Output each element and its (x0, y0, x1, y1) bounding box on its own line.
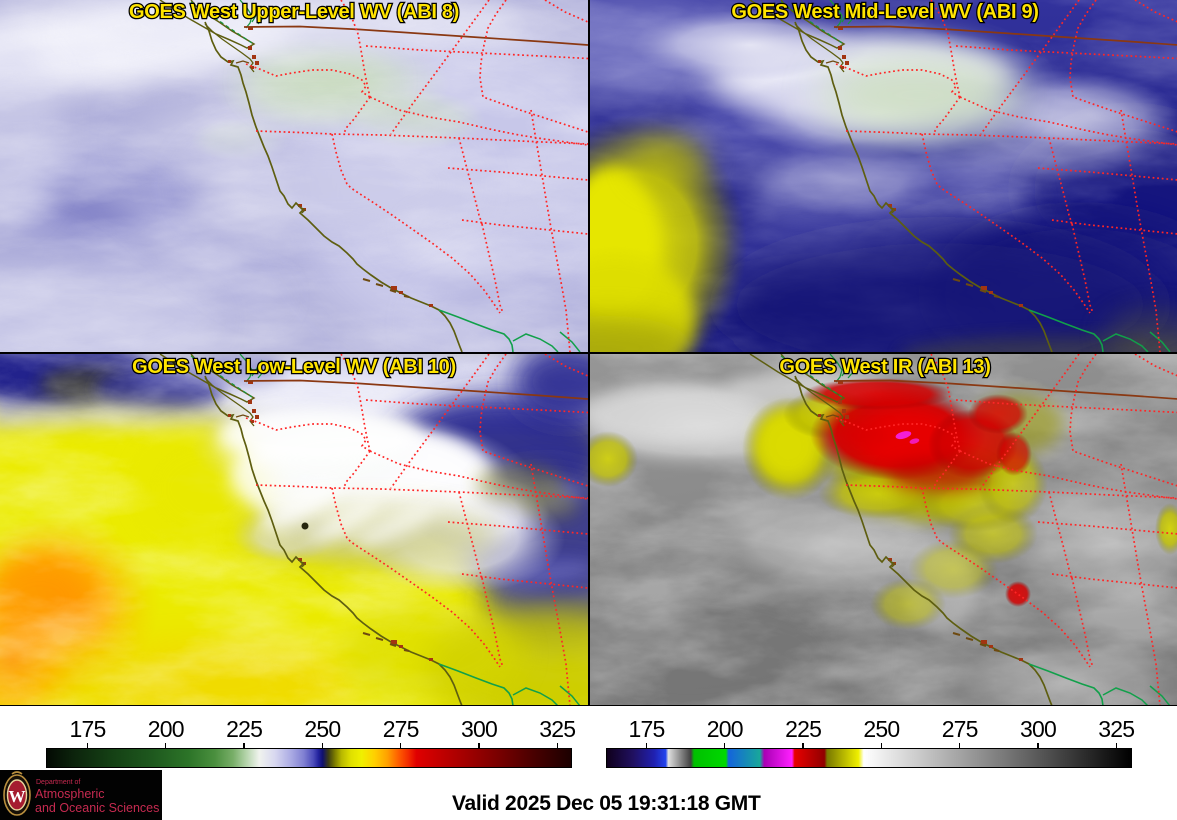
svg-text:GOES West Upper-Level WV (ABI: GOES West Upper-Level WV (ABI 8) (129, 1, 459, 23)
svg-text:GOES West IR (ABI 13): GOES West IR (ABI 13) (779, 356, 990, 378)
svg-text:GOES West Low-Level WV (ABI 10: GOES West Low-Level WV (ABI 10) (132, 356, 456, 378)
svg-text:W: W (9, 787, 26, 806)
svg-text:GOES West Mid-Level WV (ABI 9): GOES West Mid-Level WV (ABI 9) (731, 1, 1038, 23)
